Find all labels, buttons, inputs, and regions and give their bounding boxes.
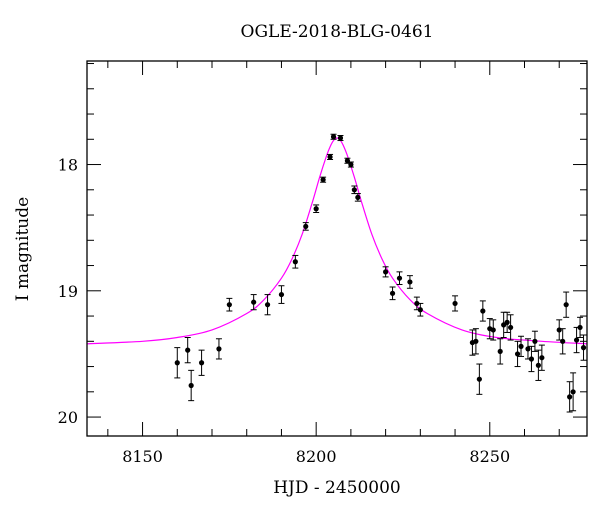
data-point	[417, 307, 423, 313]
data-point	[580, 345, 587, 351]
data-point	[264, 302, 271, 308]
data-point	[355, 194, 361, 200]
data-point	[226, 302, 232, 308]
data-point	[313, 206, 319, 212]
data-point	[556, 327, 562, 333]
data-point	[567, 394, 573, 400]
chart-title: OGLE-2018-BLG-0461	[240, 22, 434, 42]
y-tick-label: 19	[58, 282, 78, 301]
data-point	[563, 302, 569, 308]
data-point	[473, 338, 479, 344]
data-point	[497, 348, 503, 355]
data-point	[504, 319, 510, 325]
data-point	[407, 279, 413, 285]
data-point	[292, 259, 298, 265]
data-point	[414, 300, 420, 307]
data-point	[532, 338, 538, 344]
data-point	[514, 351, 521, 357]
data-point	[337, 135, 344, 141]
data-point	[174, 360, 180, 366]
data-point	[396, 275, 403, 281]
y-tick-label: 18	[58, 156, 78, 175]
data-point	[508, 324, 514, 331]
data-point	[348, 161, 354, 168]
data-point	[251, 299, 257, 305]
data-point	[198, 360, 205, 366]
data-point	[480, 308, 486, 314]
x-tick-label: 8250	[469, 447, 510, 466]
x-tick-label: 8150	[122, 447, 163, 466]
x-tick-label: 8200	[296, 447, 337, 466]
data-point	[490, 327, 496, 333]
data-point	[570, 389, 576, 395]
data-point	[560, 338, 566, 344]
data-point	[452, 300, 458, 307]
data-point	[383, 269, 389, 275]
data-point	[278, 291, 285, 298]
data-point	[330, 134, 337, 140]
data-point	[573, 337, 580, 343]
x-axis-label: HJD - 2450000	[273, 478, 401, 498]
data-point	[351, 187, 357, 193]
data-point	[389, 290, 396, 296]
data-point	[525, 346, 531, 352]
data-point	[577, 324, 583, 331]
data-point	[188, 382, 194, 389]
y-tick-label: 20	[58, 408, 78, 427]
data-point	[535, 362, 541, 368]
data-point	[528, 356, 535, 362]
data-point	[185, 347, 191, 353]
data-point	[476, 376, 482, 382]
data-point	[327, 154, 333, 160]
data-point	[320, 177, 326, 183]
model-curve	[87, 137, 587, 345]
data-point	[303, 223, 309, 230]
y-axis-label: I magnitude	[13, 196, 33, 302]
data-point	[216, 346, 222, 352]
plot-frame	[86, 60, 588, 437]
data-point	[539, 355, 545, 361]
data-point	[518, 343, 524, 349]
